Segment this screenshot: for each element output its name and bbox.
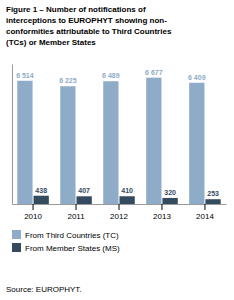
bar [146,78,161,204]
chart-svg: Figure 1 – Number of notifications of int… [0,0,234,300]
data-label: 438 [35,187,47,194]
x-tick-label: 2014 [196,212,214,221]
legend: From Third Countries (TC) From Member Sta… [12,230,120,253]
bar [205,199,220,204]
y-axis-line [12,65,13,205]
legend-swatch [12,230,21,239]
bar [189,83,204,204]
legend-item: From Third Countries (TC) [12,230,119,240]
x-tick-label: 2011 [67,212,85,221]
x-tick: 2012 [110,204,128,221]
x-tick-label: 2010 [24,212,42,221]
data-label: 407 [78,187,90,194]
legend-label: From Member States (MS) [25,244,120,253]
x-tick: 2010 [24,204,42,221]
title-line: conformities attributable to Third Count… [6,27,172,36]
x-tick-label: 2013 [153,212,171,221]
annotation: Source: EUROPHYT. [6,285,82,294]
legend-item: From Member States (MS) [12,243,120,253]
legend-label: From Third Countries (TC) [25,231,119,240]
title-line: interceptions to EUROPHYT showing non- [6,16,167,25]
x-tick-mark [76,204,77,210]
bar [17,81,32,204]
x-tick-mark [161,204,162,210]
data-label: 320 [164,189,176,196]
data-label: 410 [121,187,133,194]
data-label: 6 409 [188,74,206,81]
bar [77,196,92,204]
bar [103,81,118,204]
legend-swatch [12,243,21,252]
title-line: Figure 1 – Number of notifications of [6,5,146,14]
x-tick-label: 2012 [110,212,128,221]
data-label: 6 514 [16,72,34,79]
bars [17,78,220,204]
x-tick-mark [33,204,34,210]
chart-container: Figure 1 – Number of notifications of int… [0,0,234,300]
bar [34,196,49,204]
x-tick: 2013 [153,204,171,221]
data-labels: 6 514 6 225 6 489 6 677 6 409 438 407 410 320 253 [16,69,219,198]
x-axis: 2010 2011 2012 2013 2014 [13,204,227,221]
title-line: (TCs) or Member States [6,38,96,47]
x-tick: 2014 [196,204,214,221]
bar [60,86,75,204]
x-tick-mark [119,204,120,210]
bar [162,198,177,204]
y-axis [12,65,13,205]
data-label: 253 [207,190,219,197]
x-tick: 2011 [67,204,85,221]
data-label: 6 225 [59,77,77,84]
x-tick-mark [204,204,205,210]
chart-title: Figure 1 – Number of notifications of int… [6,5,172,47]
data-label: 6 677 [145,69,163,76]
data-label: 6 489 [102,72,120,79]
bar [119,196,134,204]
